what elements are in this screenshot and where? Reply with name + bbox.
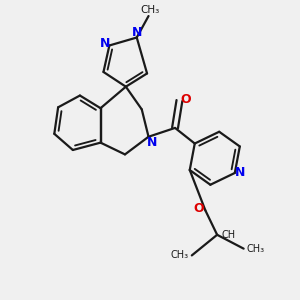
Text: CH₃: CH₃ — [170, 250, 188, 260]
Text: N: N — [100, 37, 110, 50]
Text: N: N — [235, 167, 245, 179]
Text: CH₃: CH₃ — [140, 4, 160, 14]
Text: CH: CH — [221, 230, 236, 240]
Text: O: O — [194, 202, 204, 215]
Text: CH₃: CH₃ — [247, 244, 265, 254]
Text: O: O — [181, 93, 191, 106]
Text: N: N — [147, 136, 157, 148]
Text: N: N — [132, 26, 142, 39]
